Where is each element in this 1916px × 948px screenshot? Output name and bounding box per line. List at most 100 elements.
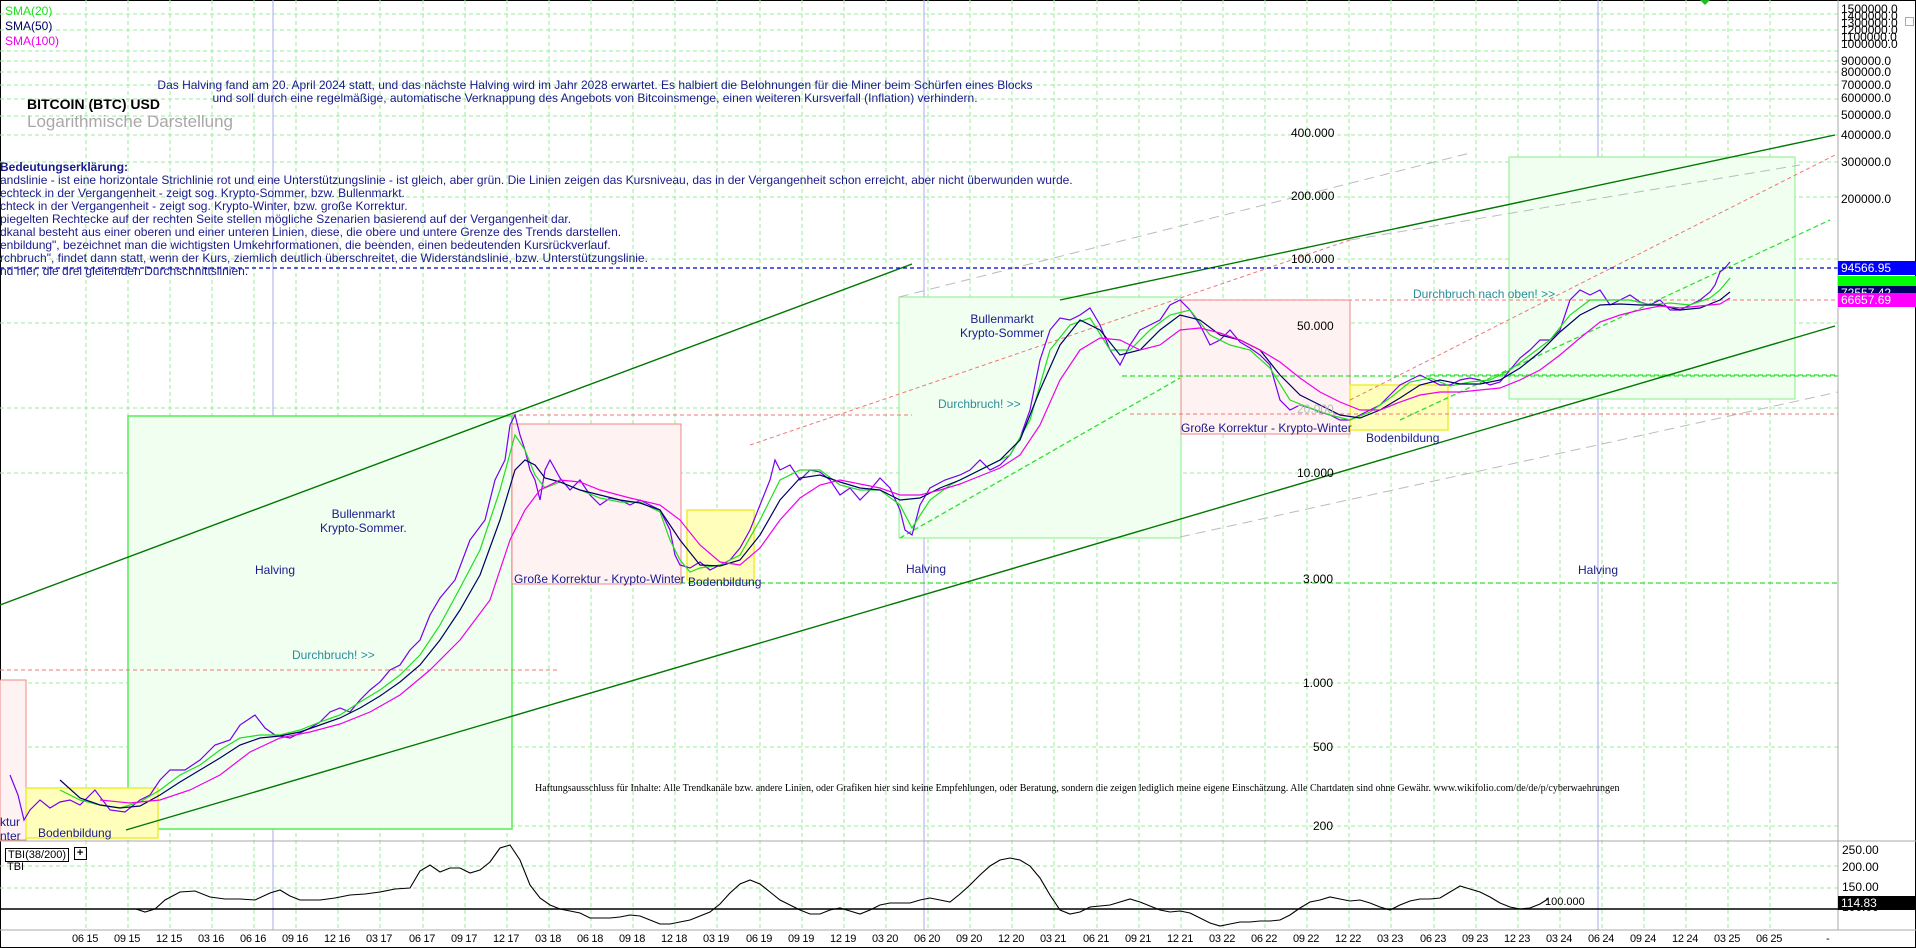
disclaimer: Haftungsausschluss für Inhalte: Alle Tre… — [535, 783, 1620, 794]
axis-label: 1400000.0 — [1841, 9, 1898, 23]
axis-label: 500000.0 — [1841, 108, 1892, 122]
price-label: 50.000 — [1297, 319, 1334, 333]
price-tag-sma50: 72557.42 — [1838, 286, 1916, 294]
x-tick: 12 23 — [1504, 933, 1531, 945]
x-tick: 06 23 — [1420, 933, 1447, 945]
axis-label: 1500000.0 — [1841, 2, 1898, 16]
x-tick: 09 15 — [114, 933, 141, 945]
x-axis: 06 15 09 15 12 15 03 16 06 16 09 16 12 1… — [0, 933, 1838, 947]
mirror-lines — [898, 152, 1839, 538]
annotation-text: nter — [0, 829, 21, 843]
legend: SMA(20) SMA(50) SMA(100) — [5, 4, 59, 49]
x-tick: 06 24 — [1588, 933, 1615, 945]
explanation-line: echteck in der Vergangenheit - zeigt sog… — [0, 186, 405, 200]
scroll-marker-icon[interactable] — [1700, 0, 1710, 5]
tbi-line — [135, 844, 1549, 927]
x-tick: 09 21 — [1125, 933, 1152, 945]
annotation-bull-1: Bullenmarkt Krypto-Sommer. — [320, 507, 407, 535]
legend-sma100: SMA(100) — [5, 34, 60, 48]
x-tick: 03 24 — [1546, 933, 1573, 945]
annotation-boden-1: Bodenbildung — [38, 826, 112, 840]
x-tick: 03 16 — [198, 933, 225, 945]
x-tick: 09 22 — [1293, 933, 1320, 945]
x-tick: 09 20 — [956, 933, 983, 945]
price-tag-current: 94566.95 — [1838, 261, 1916, 275]
x-tick: 12 22 — [1335, 933, 1362, 945]
axis-label: 200000.0 — [1841, 192, 1892, 206]
annotation-boden-2: Bodenbildung — [688, 575, 762, 589]
x-tick: 03 17 — [366, 933, 393, 945]
x-tick: 12 15 — [156, 933, 183, 945]
x-tick: 03 19 — [703, 933, 730, 945]
annotation-text: ktur — [0, 815, 21, 829]
annotation-korrektur-1: Große Korrektur - Krypto-Winter — [514, 572, 685, 586]
price-tag-sma100: 66657.69 — [1838, 293, 1916, 307]
annotation-bull-2: Bullenmarkt Krypto-Sommer — [960, 312, 1044, 340]
annotation-korrektur-left: ktur nter — [0, 815, 21, 843]
annotation-durchbruch-oben: Durchbruch nach oben! >> — [1413, 287, 1556, 301]
explanation-line: chteck in der Vergangenheit - zeigt sog.… — [0, 199, 408, 213]
x-tick: 12 24 — [1672, 933, 1699, 945]
annotation-boden-3: Bodenbildung — [1366, 431, 1440, 445]
x-tick: 09 19 — [788, 933, 815, 945]
halving-info-line2: und soll durch eine regelmäßige, automat… — [212, 91, 978, 105]
halving-info: Das Halving fand am 20. April 2024 statt… — [145, 79, 1045, 105]
tbi-axis-label: 250.00 — [1842, 843, 1879, 857]
x-tick: 06 21 — [1083, 933, 1110, 945]
explanation-line: enbildung", bezeichnet man die wichtigst… — [0, 238, 611, 252]
x-tick: 06 22 — [1251, 933, 1278, 945]
plus-icon[interactable]: + — [73, 847, 87, 861]
explanation-heading: Bedeutungserklärung: — [0, 160, 129, 174]
collapse-icon[interactable] — [1905, 17, 1914, 26]
x-tick: 06 25 — [1756, 933, 1783, 945]
annotation-text: Krypto-Sommer — [960, 326, 1045, 340]
axis-label: 800000.0 — [1841, 65, 1892, 79]
x-tick: 12 21 — [1167, 933, 1194, 945]
x-tick: 03 18 — [535, 933, 562, 945]
bear-market-boxes — [0, 299, 1351, 841]
x-tick: 09 18 — [619, 933, 646, 945]
price-label: 200.000 — [1291, 189, 1335, 203]
support-lines — [680, 219, 1838, 584]
axis-label: 400000.0 — [1841, 128, 1892, 142]
axis-label: 700000.0 — [1841, 78, 1892, 92]
trend-channel — [0, 134, 1836, 831]
price-label: 100.000 — [1291, 252, 1335, 266]
x-tick: 06 19 — [746, 933, 773, 945]
price-label: 3.000 — [1303, 572, 1334, 586]
annotation-durchbruch-2: Durchbruch! >> — [938, 397, 1021, 411]
explanation-block: Bedeutungserklärung: andslinie - ist ein… — [0, 161, 1073, 278]
x-tick: 03 25 — [1714, 933, 1741, 945]
chart-subtitle: Logarithmische Darstellung — [27, 112, 233, 131]
legend-sma20: SMA(20) — [5, 4, 53, 18]
axis-label: 1100000.0 — [1841, 30, 1897, 44]
tbi-series-label: TBI — [7, 861, 25, 873]
x-tick: 06 15 — [72, 933, 99, 945]
axis-label: 900000.0 — [1841, 54, 1892, 68]
x-tick: 12 20 — [998, 933, 1025, 945]
x-tick: 03 22 — [1209, 933, 1236, 945]
axis-label: 1000000.0 — [1841, 37, 1898, 51]
legend-sma50: SMA(50) — [5, 19, 53, 33]
x-tick: 12 16 — [324, 933, 351, 945]
annotation-halving-2020: Halving — [906, 562, 947, 576]
price-label: 500 — [1313, 740, 1334, 754]
sma20-line — [59, 277, 1731, 809]
explanation-line: dkanal besteht aus einer oberen und eine… — [0, 225, 622, 239]
annotation-halving-2016: Halving — [255, 563, 296, 577]
sma50-line — [59, 291, 1731, 809]
resistance-lines — [0, 154, 1838, 671]
price-label: 1.000 — [1303, 676, 1334, 690]
x-tick: 03 21 — [1040, 933, 1067, 945]
explanation-line: andslinie - ist eine horizontale Strichl… — [0, 173, 1073, 187]
x-tick: 09 17 — [451, 933, 478, 945]
annotation-durchbruch-1: Durchbruch! >> — [292, 648, 375, 662]
x-tick: 06 17 — [409, 933, 436, 945]
halving-info-line1: Das Halving fand am 20. April 2024 statt… — [157, 78, 1033, 92]
annotation-halving-2024: Halving — [1578, 563, 1619, 577]
tbi-indicator-label[interactable]: TBI(38/200) — [5, 848, 70, 862]
bottom-formation-boxes — [25, 384, 1449, 839]
price-label: 200 — [1313, 819, 1334, 833]
explanation-line: rchbruch", findet dann statt, wenn der K… — [0, 251, 648, 265]
